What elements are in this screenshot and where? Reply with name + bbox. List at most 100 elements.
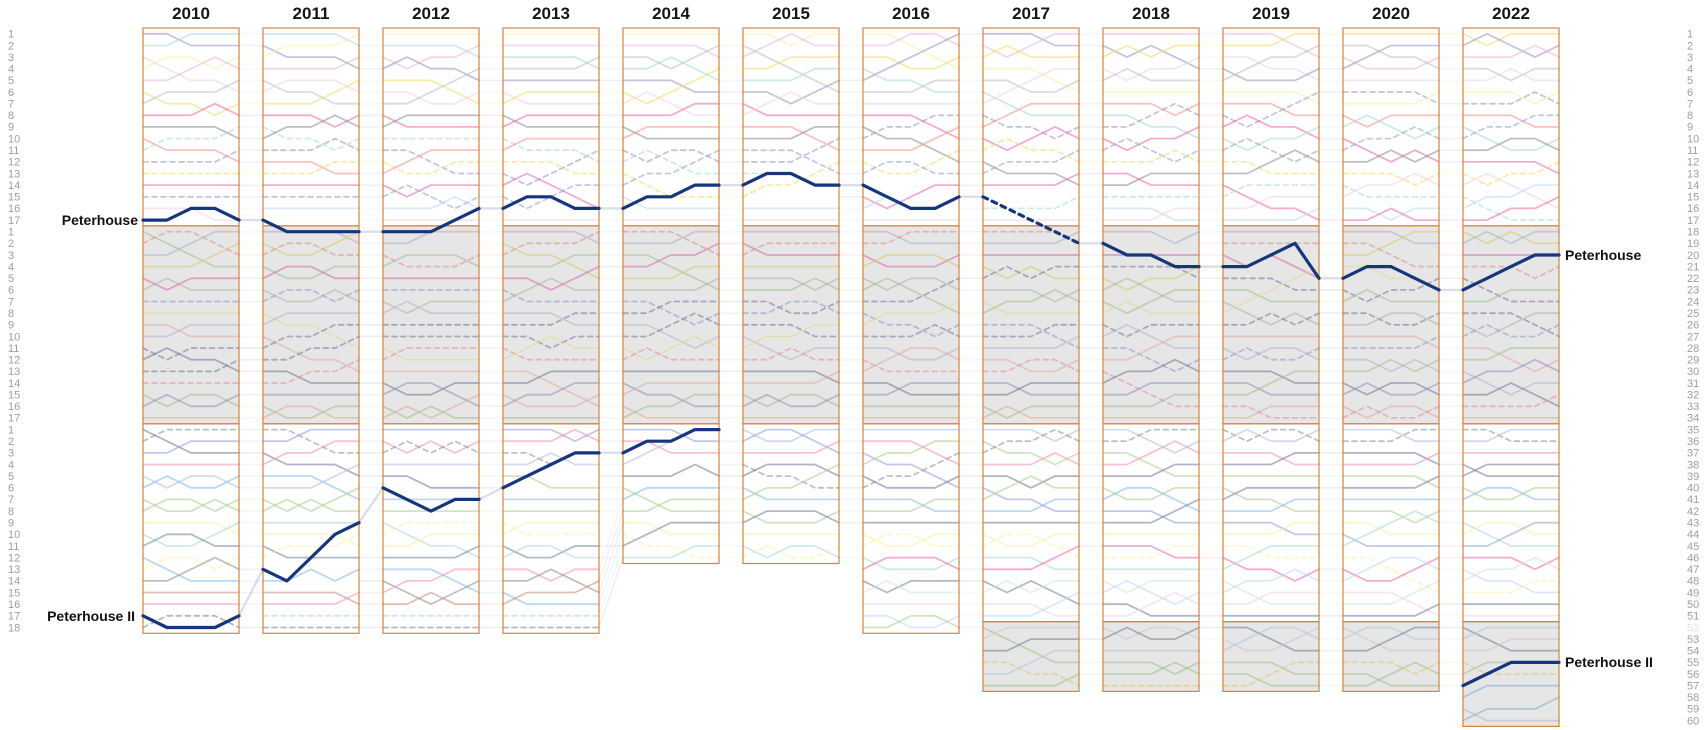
crew-line: [982, 626, 1080, 664]
crew-line: [1222, 545, 1320, 559]
crew-line: [1102, 335, 1200, 361]
crew-line: [382, 44, 480, 70]
right-axis-label: 37: [1687, 448, 1699, 460]
right-axis-label: 1: [1687, 29, 1693, 41]
crew-line: [1342, 172, 1440, 198]
crew-line: [262, 114, 360, 140]
crew-line: [1462, 277, 1560, 303]
crew-line: [1102, 545, 1200, 559]
layer-boxes: [142, 27, 1560, 727]
left-axis-label: 4: [8, 261, 14, 273]
left-axis-label: 6: [8, 285, 14, 297]
crew-line: [622, 335, 720, 361]
crew-line: [742, 56, 840, 70]
crew-line: [742, 91, 840, 117]
peterhouse-line-2010[interactable]: [141, 206, 241, 222]
crew-line: [1462, 44, 1560, 58]
crew-line: [382, 79, 480, 105]
crew-line: [742, 393, 840, 408]
crew-line: [1342, 382, 1440, 396]
crew-line: [1462, 114, 1560, 128]
crew-line: [502, 114, 600, 128]
crew-line: [502, 580, 600, 606]
right-axis-label: 31: [1687, 378, 1699, 390]
crew-line: [622, 126, 720, 140]
crew-line: [982, 137, 1080, 163]
peterhouse-line-2012[interactable]: [381, 206, 481, 234]
crew-line: [142, 56, 240, 93]
crew-line: [262, 79, 360, 93]
crew-line: [382, 184, 480, 198]
right-axis-label: 25: [1687, 308, 1699, 320]
peterhouse-ii-line-2014[interactable]: [621, 428, 721, 455]
crew-line: [262, 230, 360, 256]
crew-line: [982, 265, 1080, 280]
peterhouse-label-right[interactable]: Peterhouse: [1565, 247, 1642, 263]
peterhouse-line-2017[interactable]: [981, 195, 1081, 245]
crew-line: [1342, 126, 1440, 152]
crew-line: [622, 323, 720, 350]
crew-line: [382, 591, 480, 606]
peterhouse-ii-line-2013[interactable]: [501, 451, 601, 490]
crew-line: [862, 230, 960, 245]
right-axis-label: 32: [1687, 390, 1699, 402]
crew-line: [862, 114, 960, 140]
crew-line: [1342, 510, 1440, 547]
peterhouse-line-2022[interactable]: [1461, 253, 1561, 292]
division-shade: [1103, 621, 1199, 692]
peterhouse-line-2019[interactable]: [1221, 241, 1321, 280]
crew-line: [982, 382, 1080, 396]
peterhouse-line-2015[interactable]: [741, 171, 841, 187]
left-axis-label: 9: [8, 122, 14, 134]
peterhouse-ii-line-2022[interactable]: [1461, 660, 1561, 688]
crew-line: [1102, 661, 1200, 675]
crew-line: [1342, 277, 1440, 303]
crew-line: [982, 67, 1080, 93]
peterhouse-line-2018[interactable]: [1101, 241, 1201, 269]
crew-connector: [598, 534, 624, 605]
crew-line: [502, 91, 600, 105]
left-axis-label: 3: [8, 250, 14, 262]
peterhouse-line-2013[interactable]: [501, 195, 601, 210]
crew-line: [742, 300, 840, 315]
right-axis-label: 4: [1687, 64, 1693, 76]
crew-line: [622, 230, 720, 256]
peterhouse-line-2011[interactable]: [261, 218, 361, 234]
peterhouse-ii-line-2012[interactable]: [381, 486, 481, 513]
crew-line: [1102, 207, 1200, 222]
crew-line: [862, 277, 960, 315]
layer-axes: 2010 2011 2012 2013 2014 2015 2016 2017 2018 2019…: [8, 4, 1699, 727]
peterhouse-ii-label-left[interactable]: Peterhouse II: [47, 608, 135, 624]
crew-line: [982, 591, 1080, 617]
crew-line: [1222, 661, 1320, 675]
peterhouse-label-left[interactable]: Peterhouse: [61, 212, 138, 228]
year-header: 2022: [1492, 4, 1530, 23]
peterhouse-line-2014[interactable]: [621, 183, 721, 210]
peterhouse-line-2016[interactable]: [861, 183, 961, 210]
crew-line: [742, 160, 840, 198]
crew-line: [742, 137, 840, 163]
crew-line: [742, 149, 840, 175]
left-axis-label: 10: [8, 331, 20, 343]
crew-line: [1222, 673, 1320, 687]
crew-line: [1102, 137, 1200, 163]
crew-line: [1462, 358, 1560, 384]
crew-line: [382, 568, 480, 594]
crew-line: [982, 32, 1080, 47]
crew-line: [1102, 102, 1200, 117]
peterhouse-ii-line-2010[interactable]: [141, 614, 241, 630]
layer-crews: [142, 32, 1560, 722]
right-axis-label: 55: [1687, 657, 1699, 669]
crew-line: [1462, 521, 1560, 547]
peterhouse-ii-label-right[interactable]: Peterhouse II: [1565, 654, 1653, 670]
highlight-connector: [478, 486, 504, 501]
crew-line: [1462, 638, 1560, 652]
division-box: [982, 620, 1080, 692]
peterhouse-ii-line-2011[interactable]: [261, 521, 361, 583]
crew-line: [982, 288, 1080, 315]
crew-line: [1342, 626, 1440, 652]
crew-line: [1462, 556, 1560, 571]
crew-line: [262, 486, 360, 513]
crew-line: [1462, 486, 1560, 501]
peterhouse-line-2020[interactable]: [1341, 265, 1441, 292]
